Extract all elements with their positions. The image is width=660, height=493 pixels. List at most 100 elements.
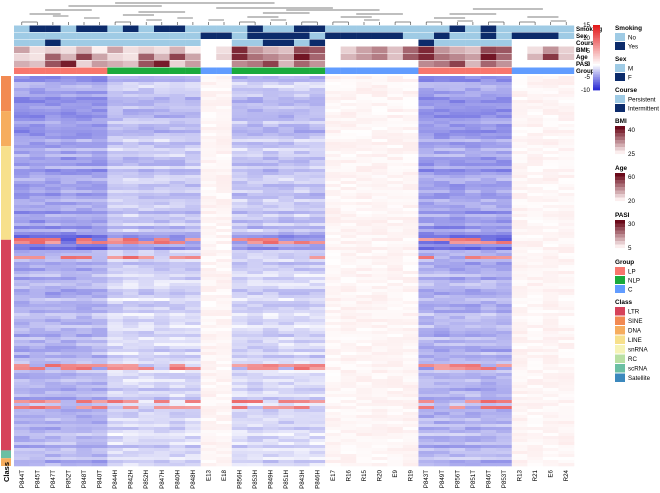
heatmap-cell [154,397,170,401]
heatmap-cell [309,349,326,353]
heatmap-cell [45,328,61,332]
heatmap-cell [138,277,155,281]
age-cell [169,53,186,60]
heatmap-cell [45,370,61,374]
heatmap-cell [91,427,108,431]
heatmap-cell [45,154,61,158]
heatmap-cell [294,196,310,200]
sex-cell [231,32,248,39]
heatmap-cell [29,175,46,179]
heatmap-cell [325,289,341,293]
heatmap-cell [340,376,357,380]
heatmap-cell [185,91,201,95]
age-cell [138,53,155,60]
heatmap-cell [185,376,201,380]
heatmap-cell [262,322,279,326]
heatmap-cell [402,400,419,404]
heatmap-cell [107,88,124,92]
heatmap-cell [278,220,295,224]
heatmap-cell [558,436,575,440]
heatmap-cell [14,244,30,248]
heatmap-cell [29,163,46,167]
heatmap-cell [325,427,341,431]
heatmap-cell [154,145,170,149]
heatmap-cell [122,202,139,206]
heatmap-cell [91,226,108,230]
heatmap-cell [200,451,217,455]
heatmap-cell [356,130,373,134]
heatmap-cell [200,148,217,152]
heatmap-cell [480,85,497,89]
heatmap-cell [402,313,419,317]
heatmap-cell [122,367,139,371]
heatmap-cell [247,247,264,251]
heatmap-cell [169,352,186,356]
heatmap-cell [309,85,326,89]
heatmap-cell [200,181,217,185]
heatmap-cell [107,115,124,119]
bmi-cell [278,46,295,53]
heatmap-cell [387,139,404,143]
heatmap-cell [154,454,170,458]
pasi-cell [418,60,435,67]
heatmap-cell [402,217,419,221]
heatmap-cell [496,430,513,434]
heatmap-cell [14,235,30,239]
heatmap-cell [340,145,357,149]
heatmap-cell [14,76,30,80]
age-cell [216,53,232,60]
heatmap-cell [107,214,124,218]
heatmap-cell [465,277,481,281]
group-cell [387,67,404,74]
heatmap-cell [262,433,279,437]
smoking-cell [45,25,61,32]
heatmap-cell [527,391,544,395]
heatmap-cell [154,313,170,317]
heatmap-cell [558,82,575,86]
heatmap-cell [496,208,513,212]
heatmap-cell [107,421,124,425]
heatmap-cell [262,238,279,242]
heatmap-cell [465,151,481,155]
course-cell [138,39,155,46]
heatmap-cell [45,304,61,308]
heatmap-cell [138,268,155,272]
heatmap-cell [356,241,373,245]
annotation-label-sex: Sex [576,33,588,40]
heatmap-cell [247,115,264,119]
heatmap-cell [107,202,124,206]
heatmap-cell [247,235,264,239]
heatmap-cell [14,460,30,464]
heatmap-cell [325,448,341,452]
heatmap-cell [496,379,513,383]
heatmap-cell [542,232,559,236]
heatmap-cell [496,274,513,278]
heatmap-cell [449,277,466,281]
heatmap-cell [122,445,139,449]
pasi-cell [231,60,248,67]
heatmap-cell [402,424,419,428]
heatmap-cell [434,388,450,392]
heatmap-cell [185,397,201,401]
heatmap-cell [418,277,435,281]
heatmap-cell [138,178,155,182]
heatmap-cell [558,355,575,359]
heatmap-cell [60,226,77,230]
heatmap-cell [542,457,559,461]
heatmap-cell [340,256,357,260]
heatmap-cell [154,166,170,170]
heatmap-cell [29,316,46,320]
heatmap-cell [558,214,575,218]
heatmap-cell [511,424,528,428]
heatmap-cell [558,154,575,158]
heatmap-cell [247,451,264,455]
heatmap-cell [200,325,217,329]
group-cell [511,67,528,74]
heatmap-cell [91,352,108,356]
heatmap-cell [122,349,139,353]
heatmap-cell [558,241,575,245]
heatmap-cell [247,367,264,371]
heatmap-cell [169,430,186,434]
heatmap-cell [325,109,341,113]
heatmap-cell [169,151,186,155]
